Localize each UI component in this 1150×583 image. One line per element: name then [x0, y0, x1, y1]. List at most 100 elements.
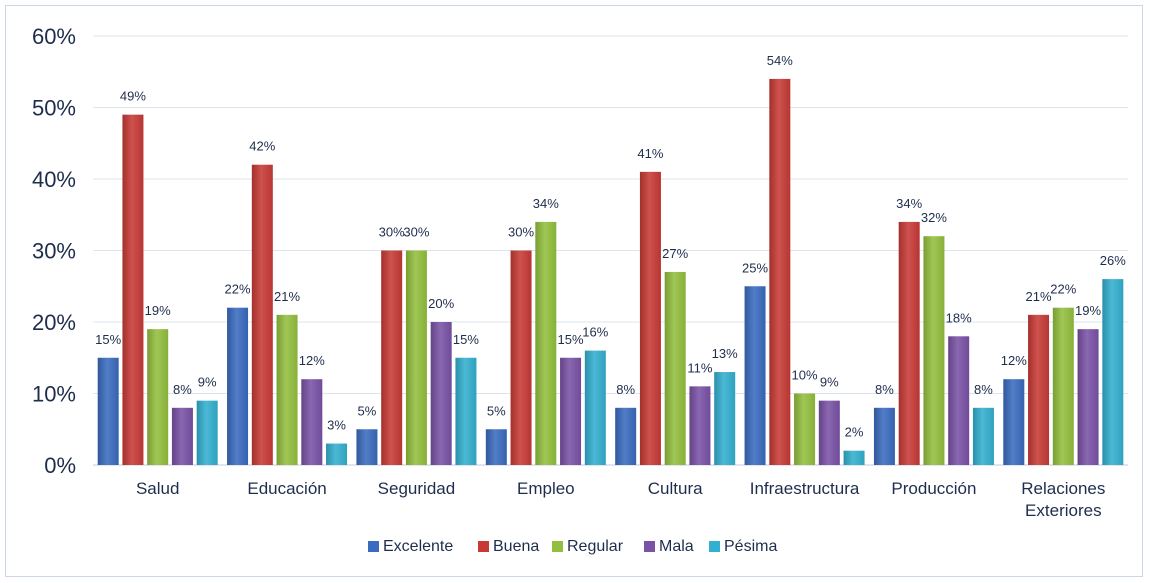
- data-label: 11%: [687, 360, 712, 375]
- bar-pesima-produccion: [972, 407, 994, 465]
- data-label: 26%: [1100, 253, 1126, 268]
- bar-mala-educacion: [301, 379, 323, 465]
- data-label: 2%: [845, 425, 864, 440]
- x-tick-label: Empleo: [517, 479, 575, 498]
- bar-pesima-salud: [196, 400, 218, 465]
- data-label: 8%: [616, 382, 635, 397]
- data-label: 22%: [225, 282, 251, 297]
- data-label: 25%: [742, 260, 768, 275]
- x-tick-label: Seguridad: [378, 479, 456, 498]
- x-tick-label: Educación: [247, 479, 326, 498]
- data-label: 5%: [358, 403, 377, 418]
- data-label: 22%: [1050, 282, 1076, 297]
- bar-pesima-empleo: [584, 350, 606, 465]
- data-label: 32%: [921, 210, 947, 225]
- y-tick-label: 40%: [32, 167, 76, 192]
- y-tick-label: 60%: [32, 24, 76, 49]
- data-label: 27%: [662, 246, 688, 261]
- bar-excelente-seguridad: [356, 429, 378, 465]
- data-label: 12%: [299, 353, 325, 368]
- bar-mala-relaciones-exteriores: [1077, 329, 1099, 465]
- bar-mala-seguridad: [430, 322, 452, 465]
- bar-buena-seguridad: [381, 250, 403, 465]
- bar-regular-empleo: [535, 221, 557, 465]
- data-label: 30%: [508, 225, 534, 240]
- legend-swatch-excelente: [368, 541, 379, 552]
- bar-regular-relaciones-exteriores: [1052, 307, 1074, 465]
- bar-buena-cultura: [639, 171, 661, 465]
- x-tick-label: Relaciones: [1021, 479, 1105, 498]
- data-label: 21%: [1026, 289, 1052, 304]
- data-label: 15%: [95, 332, 121, 347]
- bar-mala-cultura: [689, 386, 711, 465]
- bar-excelente-salud: [97, 357, 119, 465]
- data-label: 8%: [875, 382, 894, 397]
- data-label: 30%: [379, 225, 405, 240]
- bar-regular-salud: [147, 329, 169, 465]
- bar-buena-produccion: [898, 221, 920, 465]
- x-tick-label: Exteriores: [1025, 501, 1102, 520]
- bar-excelente-cultura: [615, 407, 637, 465]
- y-axis-ticks: 0% 10% 20% 30% 40% 50% 60%: [32, 24, 76, 478]
- bar-pesima-seguridad: [455, 357, 477, 465]
- data-labels: 15%49%19%8% 9%22%42%21%12%3%5%30%30%20%15…: [95, 53, 1126, 440]
- bar-chart: 0% 10% 20% 30% 40% 50% 60% 15% 49% 19% 8% 9% 22% 42%…: [32, 24, 1128, 555]
- data-label: 21%: [274, 289, 300, 304]
- data-label: 34%: [533, 196, 559, 211]
- legend-label-regular: Regular: [567, 538, 624, 555]
- bar-excelente-relaciones-exteriores: [1003, 379, 1025, 465]
- y-tick-label: 0%: [44, 453, 76, 478]
- legend-swatch-mala: [644, 541, 655, 552]
- legend-label-excelente: Excelente: [383, 538, 453, 555]
- data-label: 20%: [428, 296, 454, 311]
- legend: Excelente Buena Regular Mala Pésima: [368, 538, 777, 555]
- legend-label-buena: Buena: [493, 538, 539, 555]
- y-tick-label: 20%: [32, 310, 76, 335]
- bar-pesima-relaciones-exteriores: [1102, 279, 1124, 465]
- data-label: 13%: [712, 346, 738, 361]
- y-tick-label: 50%: [32, 96, 76, 121]
- x-tick-label: Infraestructura: [750, 479, 860, 498]
- legend-label-pesima: Pésima: [724, 538, 777, 555]
- y-tick-label: 10%: [32, 382, 76, 407]
- x-tick-label: Salud: [136, 479, 179, 498]
- data-label: 12%: [1001, 353, 1027, 368]
- chart-frame: 0% 10% 20% 30% 40% 50% 60% 15% 49% 19% 8% 9% 22% 42%…: [5, 5, 1143, 577]
- bar-excelente-infraestructura: [744, 286, 766, 465]
- data-label: 54%: [767, 53, 793, 68]
- grid-lines: [93, 35, 1128, 466]
- bar-regular-infraestructura: [794, 393, 816, 465]
- legend-swatch-regular: [552, 541, 563, 552]
- data-label: 34%: [896, 196, 922, 211]
- bar-excelente-empleo: [485, 429, 507, 465]
- data-label: 19%: [1075, 303, 1101, 318]
- data-label: 41%: [637, 146, 663, 161]
- legend-swatch-pesima: [709, 541, 720, 552]
- x-axis-ticks: Salud Educación Seguridad Empleo Cultura Infr…: [136, 479, 1105, 520]
- bar-mala-salud: [171, 407, 193, 465]
- data-label: 8%: [974, 382, 993, 397]
- bar-pesima-cultura: [714, 372, 736, 465]
- bar-buena-infraestructura: [769, 78, 791, 466]
- data-label: 5%: [487, 403, 506, 418]
- bar-mala-empleo: [560, 357, 582, 465]
- bar-pesima-infraestructura: [843, 450, 865, 465]
- legend-swatch-buena: [478, 541, 489, 552]
- bar-mala-infraestructura: [818, 400, 840, 465]
- bar-regular-educacion: [276, 314, 298, 465]
- data-label: 3%: [327, 418, 346, 433]
- data-label: 15%: [558, 332, 584, 347]
- bar-buena-educacion: [251, 164, 273, 465]
- legend-label-mala: Mala: [659, 538, 694, 555]
- x-tick-label: Cultura: [648, 479, 703, 498]
- bars: [97, 78, 1124, 466]
- bar-regular-cultura: [664, 271, 686, 465]
- data-label: 9%: [198, 375, 217, 390]
- data-label: 19%: [145, 303, 171, 318]
- bar-buena-salud: [122, 114, 144, 466]
- bar-buena-empleo: [510, 250, 532, 465]
- bar-regular-produccion: [923, 236, 945, 465]
- data-label: 30%: [403, 225, 429, 240]
- data-label: 8%: [173, 382, 192, 397]
- bar-excelente-produccion: [873, 407, 895, 465]
